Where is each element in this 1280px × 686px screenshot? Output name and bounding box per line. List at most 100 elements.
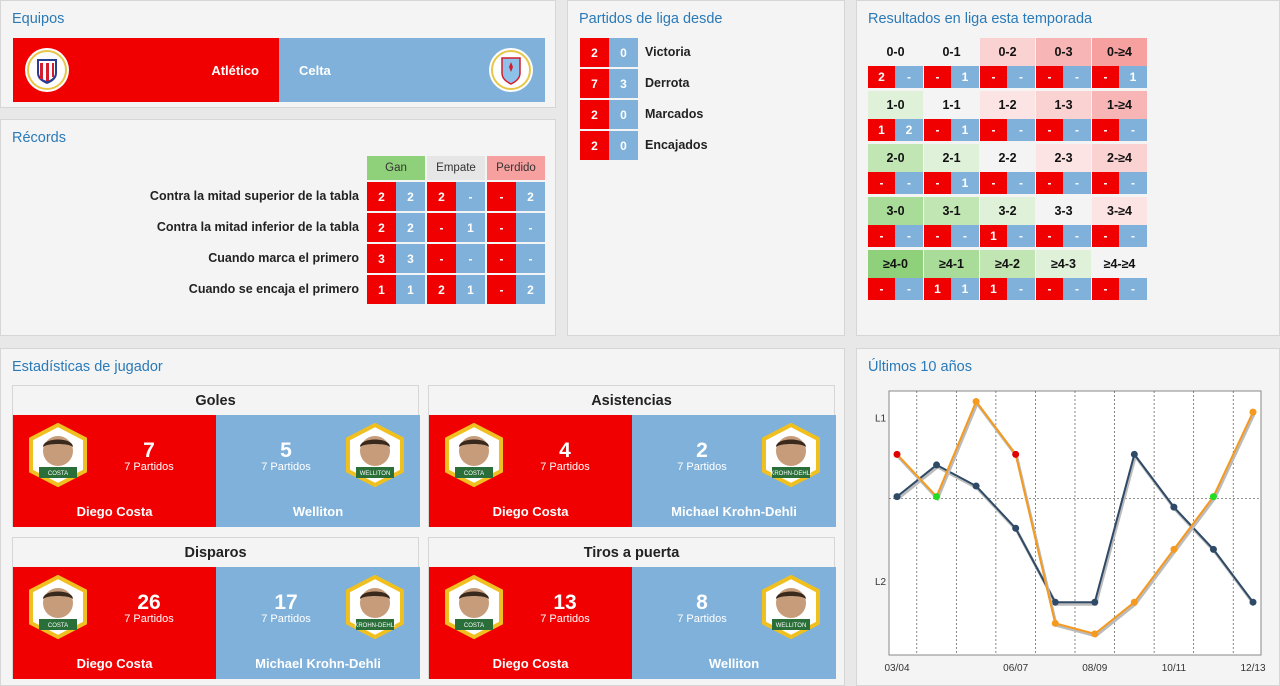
stat-value: 26: [137, 591, 161, 614]
away-player-stat[interactable]: WELLITON 5 7 Partidos Welliton: [216, 415, 420, 527]
result-count-cell: -: [895, 66, 923, 88]
away-player-stat[interactable]: KROHN-DEHLI 17 7 Partidos Michael Krohn-Deh…: [216, 567, 420, 679]
player-name: Michael Krohn-Dehli: [255, 656, 381, 671]
score-cell[interactable]: 2-1: [924, 144, 979, 172]
score-cell[interactable]: ≥4-0: [868, 250, 923, 278]
record-row-label: Contra la mitad inferior de la tabla: [156, 220, 359, 234]
score-cell[interactable]: 2-0: [868, 144, 923, 172]
score-cell[interactable]: ≥4-3: [1036, 250, 1091, 278]
series-point: [1130, 450, 1138, 458]
score-cell[interactable]: 3-≥4: [1092, 197, 1147, 225]
series-point: [1209, 545, 1217, 553]
avatar-tag: COSTA: [48, 471, 68, 477]
away-player-stat[interactable]: KROHN-DEHLI 2 7 Partidos Michael Krohn-Dehl…: [632, 415, 836, 527]
record-cell: -: [427, 244, 456, 273]
equipos-title: Equipos: [12, 11, 65, 27]
score-cell[interactable]: ≥4-1: [924, 250, 979, 278]
partidos-title: Partidos de liga desde: [579, 11, 723, 27]
card-title: Tiros a puerta: [583, 544, 680, 561]
player-name: Diego Costa: [492, 656, 569, 671]
score-cell[interactable]: 0-≥4: [1092, 38, 1147, 66]
stat-matches: 7 Partidos: [261, 461, 311, 473]
avatar-tag: COSTA: [464, 623, 484, 629]
record-row-label: Cuando se encaja el primero: [188, 282, 359, 296]
record-cell: 2: [427, 182, 456, 211]
stat-value: 13: [553, 591, 577, 614]
result-count-cell: -: [924, 172, 951, 194]
result-count-cell: 2: [868, 66, 895, 88]
avatar-tag: WELLITON: [776, 623, 807, 629]
records-panel: Récords Gan Empate Perdido Contra la mitad …: [0, 119, 556, 336]
score-cell[interactable]: ≥4-2: [980, 250, 1035, 278]
result-count-cell: -: [924, 66, 951, 88]
result-count-cell: -: [980, 119, 1007, 141]
score-cell[interactable]: 1-1: [924, 91, 979, 119]
score-cell[interactable]: 1-0: [868, 91, 923, 119]
ultimos-panel: Últimos 10 años L1 L2 03/04 06/07 08/09 10/11…: [856, 348, 1280, 686]
card-title: Disparos: [184, 544, 247, 561]
result-count-cell: -: [1036, 172, 1063, 194]
away-player-stat[interactable]: WELLITON 8 7 Partidos Welliton: [632, 567, 836, 679]
home-player-avatar-icon: COSTA: [25, 422, 91, 488]
player-stat-card: Disparos COSTA 26 7 Partidos Diego Costa KROH…: [12, 537, 420, 679]
away-team-name: Celta: [299, 63, 331, 78]
player-stat-card: Asistencias COSTA 4 7 Partidos Diego Costa KR…: [428, 385, 836, 527]
history-line-chart[interactable]: L1 L2 03/04 06/07 08/09 10/11 12/13: [857, 349, 1279, 685]
result-count-cell: -: [1007, 278, 1035, 300]
home-player-stat[interactable]: COSTA 7 7 Partidos Diego Costa: [13, 415, 216, 527]
result-count-cell: -: [1119, 225, 1147, 247]
stat-matches: 7 Partidos: [124, 461, 174, 473]
away-player-avatar-icon: WELLITON: [758, 574, 824, 640]
record-cell: 3: [396, 244, 425, 273]
score-cell[interactable]: 1-≥4: [1092, 91, 1147, 119]
score-cell[interactable]: 3-2: [980, 197, 1035, 225]
jugadores-panel: Estadísticas de jugador Goles COSTA 7 7 Par…: [0, 348, 845, 686]
score-cell[interactable]: 2-3: [1036, 144, 1091, 172]
result-count-cell: -: [1063, 172, 1091, 194]
score-cell[interactable]: 0-2: [980, 38, 1035, 66]
partidos-away-cell: 3: [609, 69, 638, 98]
avatar-tag: KROHN-DEHLI: [770, 471, 812, 477]
away-team-bar[interactable]: Celta: [279, 38, 545, 102]
series-point: [1209, 493, 1217, 501]
result-count-cell: 1: [951, 172, 979, 194]
avatar-tag: KROHN-DEHLI: [354, 623, 396, 629]
partidos-home-cell: 7: [580, 69, 609, 98]
series-point: [1091, 598, 1099, 606]
partidos-away-cell: 0: [609, 38, 638, 67]
score-cell[interactable]: 3-1: [924, 197, 979, 225]
partidos-label: Marcados: [645, 107, 704, 121]
score-cell[interactable]: 0-0: [868, 38, 923, 66]
result-count-cell: -: [895, 225, 923, 247]
record-cell: 2: [516, 182, 545, 211]
home-player-stat[interactable]: COSTA 26 7 Partidos Diego Costa: [13, 567, 216, 679]
home-player-stat[interactable]: COSTA 4 7 Partidos Diego Costa: [429, 415, 632, 527]
away-player-avatar-icon: WELLITON: [342, 422, 408, 488]
record-cell: 1: [396, 275, 425, 304]
score-cell[interactable]: 2-2: [980, 144, 1035, 172]
partidos-label: Derrota: [645, 76, 690, 90]
result-count-cell: -: [868, 225, 895, 247]
score-cell[interactable]: 0-1: [924, 38, 979, 66]
score-cell[interactable]: 1-2: [980, 91, 1035, 119]
home-player-avatar-icon: COSTA: [441, 422, 507, 488]
score-cell[interactable]: ≥4-≥4: [1092, 250, 1147, 278]
result-count-cell: -: [1092, 225, 1119, 247]
result-count-cell: 1: [868, 119, 895, 141]
score-cell[interactable]: 3-3: [1036, 197, 1091, 225]
result-count-cell: -: [1007, 172, 1035, 194]
score-cell[interactable]: 3-0: [868, 197, 923, 225]
score-cell[interactable]: 1-3: [1036, 91, 1091, 119]
home-player-stat[interactable]: COSTA 13 7 Partidos Diego Costa: [429, 567, 632, 679]
away-player-avatar-icon: KROHN-DEHLI: [342, 574, 408, 640]
home-team-bar[interactable]: Atlético: [13, 38, 279, 102]
score-cell[interactable]: 2-≥4: [1092, 144, 1147, 172]
score-cell[interactable]: 0-3: [1036, 38, 1091, 66]
result-count-cell: -: [895, 278, 923, 300]
record-cell: 1: [456, 275, 485, 304]
result-count-cell: 2: [895, 119, 923, 141]
result-count-cell: -: [1092, 119, 1119, 141]
series-point: [893, 493, 901, 501]
avatar-tag: COSTA: [48, 623, 68, 629]
stat-value: 5: [280, 439, 292, 462]
